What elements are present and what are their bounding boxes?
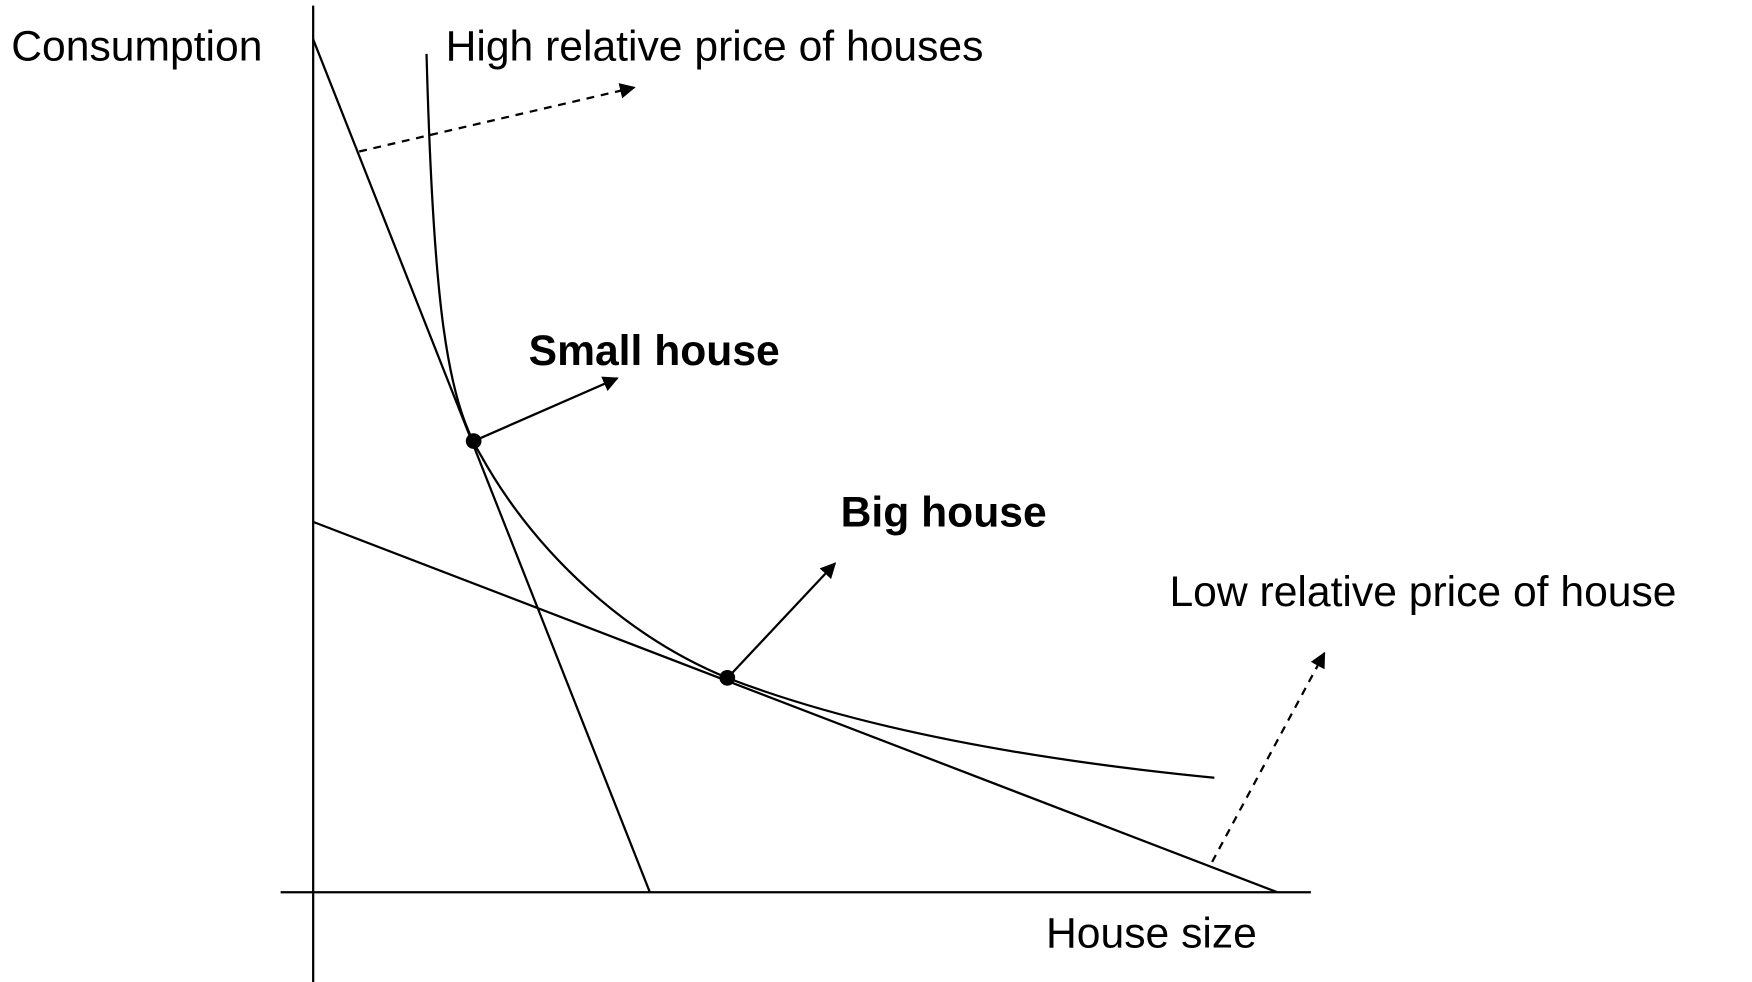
arrow bbox=[473, 376, 619, 443]
arrow bbox=[730, 562, 837, 675]
flat-budget-line bbox=[312, 520, 1278, 894]
big-house-label: Big house bbox=[841, 488, 1047, 536]
low-price-label: Low relative price of house bbox=[1169, 568, 1676, 616]
dashed-arrow bbox=[1211, 651, 1326, 863]
big-house-point bbox=[719, 670, 736, 686]
y-axis-label: Consumption bbox=[11, 23, 262, 71]
steep-budget-line bbox=[312, 38, 651, 893]
dashed-arrow bbox=[358, 83, 636, 153]
x-axis-label: House size bbox=[1046, 909, 1257, 957]
small-house-label: Small house bbox=[529, 327, 780, 375]
indifference-curve bbox=[425, 53, 1215, 779]
high-price-label: High relative price of houses bbox=[446, 23, 984, 71]
